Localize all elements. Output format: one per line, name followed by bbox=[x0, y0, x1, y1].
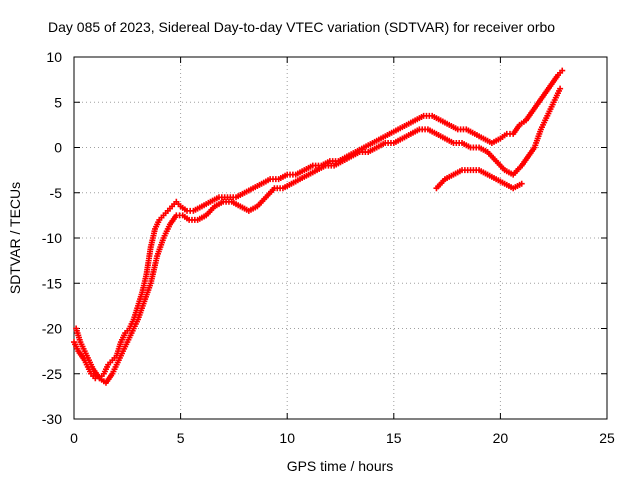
x-tick-label: 20 bbox=[493, 430, 509, 446]
data-point bbox=[559, 67, 566, 74]
y-tick-label: -5 bbox=[50, 185, 63, 201]
x-axis-label: GPS time / hours bbox=[287, 458, 394, 474]
y-tick-label: 0 bbox=[54, 140, 62, 156]
grid bbox=[74, 57, 607, 419]
y-tick-label: -10 bbox=[42, 230, 62, 246]
x-tick-label: 10 bbox=[279, 430, 295, 446]
series-offset-arc bbox=[433, 167, 525, 192]
y-tick-label: -15 bbox=[42, 275, 62, 291]
y-axis-label: SDTVAR / TECUs bbox=[7, 182, 23, 294]
x-tick-label: 0 bbox=[70, 430, 78, 446]
data-point bbox=[518, 180, 525, 187]
y-tick-label: -20 bbox=[42, 321, 62, 337]
y-tick-label: -25 bbox=[42, 366, 62, 382]
chart-title: Day 085 of 2023, Sidereal Day-to-day VTE… bbox=[48, 19, 555, 35]
x-tick-label: 5 bbox=[177, 430, 185, 446]
y-tick-label: 5 bbox=[54, 94, 62, 110]
axis-ticks: 0 5 10 15 20 25 10 5 0 -5 -10 -15 -20 -25 -30 bbox=[42, 49, 615, 446]
x-tick-label: 15 bbox=[386, 430, 402, 446]
y-tick-label: -30 bbox=[42, 411, 62, 427]
y-tick-label: 10 bbox=[46, 49, 62, 65]
data-points bbox=[71, 67, 566, 386]
series-main-arc bbox=[71, 67, 566, 382]
series-lower-arc bbox=[73, 85, 564, 386]
x-tick-label: 25 bbox=[599, 430, 615, 446]
data-point bbox=[557, 85, 564, 92]
